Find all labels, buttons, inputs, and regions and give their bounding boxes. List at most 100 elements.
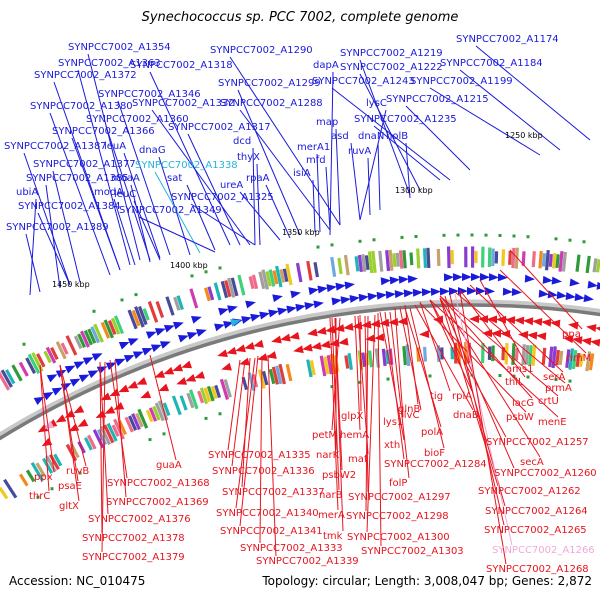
forward-gene-label: SYNPCC7002_A1384 <box>18 201 121 212</box>
feature-block <box>295 262 303 283</box>
forward-label-leader <box>239 109 331 231</box>
reverse-gene-label: petM <box>312 430 338 441</box>
feature-block <box>423 346 427 362</box>
reverse-gene-arrow <box>433 315 444 324</box>
feature-block <box>176 295 184 311</box>
feature-block <box>398 250 404 269</box>
reverse-label-leader <box>39 364 50 492</box>
feature-block <box>426 247 431 269</box>
forward-gene-arrow <box>470 272 481 281</box>
feature-block <box>65 335 78 356</box>
forward-label-leader <box>316 153 321 233</box>
forward-label-leader <box>325 166 331 231</box>
forward-gene-label: SYNPCC7002_A1372 <box>34 70 137 81</box>
reverse-gene-arrow <box>104 406 116 414</box>
forward-gene-label: SYNPCC7002_A1349 <box>119 205 222 216</box>
reverse-label-leader <box>469 284 564 373</box>
topology-label: Topology: circular; Length: 3,008,047 bp… <box>262 574 592 588</box>
forward-gene-label: map <box>316 117 339 128</box>
forward-gene-label: leuA <box>104 141 127 152</box>
forward-label-leader <box>229 56 341 226</box>
feature-block <box>137 408 149 429</box>
forward-gene-label: dnaN <box>358 131 385 142</box>
forward-gene-label: modA <box>94 187 124 198</box>
forward-gene-label: dcd <box>233 136 252 147</box>
forward-gene-arrow <box>159 341 171 349</box>
forward-gene-arrow <box>290 290 301 299</box>
gc-marker <box>582 240 586 244</box>
reverse-gene-label: rplA <box>452 391 473 402</box>
forward-gene-label: ruvA <box>348 146 372 157</box>
forward-gene-arrow <box>154 328 166 336</box>
feature-block <box>53 453 63 467</box>
reverse-label-leader <box>267 354 277 557</box>
reverse-label-leader <box>399 307 422 411</box>
forward-gene-label: SYNPCC7002_A1385 <box>26 173 129 184</box>
reverse-gene-arrow <box>55 414 67 423</box>
reverse-gene-arrow <box>293 345 304 354</box>
reverse-gene-label: bioF <box>424 448 445 459</box>
gc-marker <box>498 233 502 237</box>
reverse-label-leader <box>454 293 513 546</box>
feature-block <box>137 306 148 326</box>
reverse-gene-label: SYNPCC7002_A1257 <box>486 437 589 448</box>
highlight-forward-arrow <box>230 319 241 327</box>
reverse-gene-label: SYNPCC7002_A1264 <box>485 506 588 517</box>
forward-label-leader <box>154 171 201 254</box>
reverse-label-leader <box>377 312 382 547</box>
forward-gene-arrow <box>308 287 319 296</box>
feature-block <box>55 341 67 360</box>
feature-block <box>395 252 400 267</box>
reverse-gene-label: SYNPCC7002_A1262 <box>478 486 581 497</box>
gc-marker <box>190 274 194 278</box>
reverse-gene-label: lacG <box>512 398 535 409</box>
reverse-gene-label: ruvB <box>66 466 90 477</box>
reverse-gene-label: tig <box>430 391 444 402</box>
forward-gene-label: mfd <box>306 155 326 166</box>
forward-gene-label: leuC <box>114 189 137 200</box>
reverse-label-leader <box>99 361 103 534</box>
reverse-gene-arrow <box>181 360 193 369</box>
gc-marker <box>78 471 82 475</box>
forward-label-leader <box>335 128 341 226</box>
feature-block <box>371 250 377 273</box>
reverse-label-leader <box>149 354 177 461</box>
reverse-gene-arrow <box>172 363 184 372</box>
feature-block <box>25 357 37 375</box>
reverse-gene-arrow <box>158 383 170 392</box>
reverse-gene-arrow <box>568 321 579 330</box>
feature-block <box>544 249 550 271</box>
gc-marker <box>456 233 460 237</box>
reverse-gene-arrow <box>361 320 372 329</box>
feature-block <box>145 409 154 423</box>
reverse-gene-label: thrC <box>29 491 51 502</box>
forward-label-leader <box>359 109 387 221</box>
forward-gene-arrow <box>596 281 600 290</box>
forward-gene-label: SYNPCC7002_A1389 <box>6 222 109 233</box>
reverse-gene-arrow <box>226 346 237 355</box>
forward-label-leader <box>186 184 216 251</box>
forward-gene-label: dapA <box>313 60 339 71</box>
forward-gene-arrow <box>389 276 400 285</box>
feature-block <box>514 348 519 361</box>
reverse-label-leader <box>404 307 442 428</box>
scale-tick-label: 1400 kbp <box>170 261 208 270</box>
feature-block <box>306 260 313 281</box>
reverse-gene-arrow <box>527 331 538 340</box>
forward-gene-arrow <box>502 287 513 296</box>
reverse-gene-label: SYNPCC7002_A1368 <box>107 478 210 489</box>
forward-gene-label: rpaA <box>246 173 270 184</box>
gc-marker <box>218 412 222 416</box>
forward-label-leader <box>105 125 151 261</box>
forward-gene-arrow <box>358 293 369 302</box>
gc-marker <box>512 234 516 238</box>
reverse-gene-arrow <box>235 344 246 353</box>
forward-gene-arrow <box>277 307 288 316</box>
reverse-gene-arrow <box>221 362 232 371</box>
forward-gene-arrow <box>443 273 454 282</box>
feature-block <box>0 369 13 388</box>
forward-gene-label: SYNPCC7002_A1219 <box>340 48 443 59</box>
feature-block <box>210 386 218 400</box>
forward-gene-label: SYNPCC7002_A1288 <box>220 98 323 109</box>
reverse-gene-label: SYNPCC7002_A1369 <box>106 497 209 508</box>
